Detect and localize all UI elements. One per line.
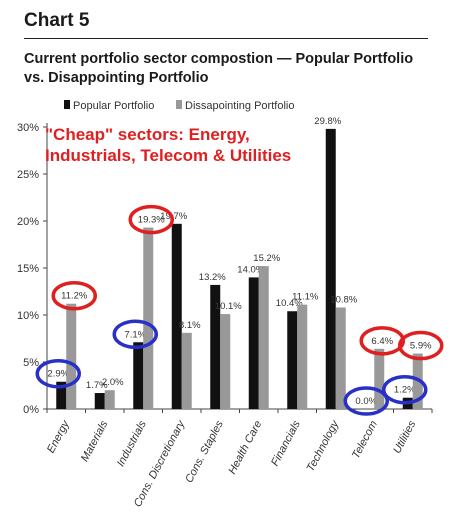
bar (94, 393, 105, 409)
bar-value-label: 10.1% (215, 301, 242, 312)
y-tick-label: 0% (23, 404, 39, 416)
x-category-label: Utilities (391, 418, 418, 455)
bar (171, 223, 182, 409)
bar-value-label: 29.8% (314, 116, 341, 127)
bar-value-label: 10.8% (330, 294, 357, 305)
bar-value-label: 10.4% (276, 298, 303, 309)
cheap-sectors-annotation: "Cheap" sectors: Energy, Industrials, Te… (45, 124, 291, 166)
bar-value-label: 7.1% (124, 329, 146, 340)
bar-value-label: 0.0% (355, 396, 377, 407)
x-category-label: Energy (45, 417, 73, 455)
y-tick-label: 20% (17, 216, 39, 228)
y-tick-label: 5% (23, 357, 39, 369)
x-category-label: Telecom (350, 419, 380, 461)
bar (335, 307, 346, 409)
bar (181, 332, 192, 409)
bar (220, 314, 231, 409)
bar (287, 311, 298, 409)
bar-value-label: 2.0% (102, 377, 124, 388)
highlight-circle-blue (382, 374, 428, 405)
y-tick-label: 25% (17, 169, 39, 181)
bar-value-label: 11.1% (292, 292, 319, 303)
bar (66, 303, 77, 409)
bar-value-label: 11.2% (61, 291, 88, 302)
bar (297, 304, 308, 409)
header-rule (24, 38, 428, 39)
bar-value-label: 19.7% (160, 211, 187, 222)
x-category-label: Financials (269, 418, 303, 468)
bar-value-label: 6.4% (371, 336, 393, 347)
legend-swatch (176, 100, 182, 109)
x-category-label: Health Care (226, 419, 264, 476)
chart-title-line-2: vs. Disappointing Portfolio (24, 70, 209, 86)
x-category-label: Cons. Staples (183, 418, 226, 485)
highlight-circle-blue (343, 386, 389, 416)
bar (56, 381, 67, 409)
highlight-circle-red (128, 204, 174, 235)
bar-value-label: 5.9% (410, 341, 432, 352)
bar-value-label: 14.0% (237, 264, 264, 275)
bar-value-label: 8.1% (179, 320, 201, 331)
annotation-line-2: Industrials, Telecom & Utilities (45, 146, 292, 165)
y-tick-label: 15% (17, 263, 39, 275)
bar-value-label: 1.2% (394, 385, 416, 396)
chart-title-line-1: Current portfolio sector compostion — Po… (24, 51, 414, 67)
bar (133, 342, 144, 409)
legend-label: Dissapointing Portfolio (185, 100, 294, 112)
chart-title: Current portfolio sector compostion — Po… (24, 50, 434, 88)
bar-value-label: 2.9% (47, 369, 69, 380)
highlight-circle-red (51, 280, 97, 311)
y-tick-label: 10% (17, 310, 39, 322)
chart-number: Chart 5 (24, 10, 90, 31)
bar-value-label: 15.2% (253, 253, 280, 264)
bar-value-label: 1.7% (86, 380, 108, 391)
bar-value-label: 19.3% (138, 215, 165, 226)
annotation-line-1: "Cheap" sectors: Energy, (45, 125, 250, 144)
bar (143, 227, 154, 409)
highlight-circle-blue (112, 319, 158, 350)
highlight-circle-red (398, 330, 444, 361)
x-category-label: Technology (305, 417, 343, 473)
bar (248, 277, 259, 409)
legend-label: Popular Portfolio (73, 100, 154, 112)
bar-value-label: 13.2% (199, 272, 226, 283)
bar (210, 284, 221, 409)
highlight-circle-blue (35, 358, 81, 389)
y-tick-label: 30% (17, 122, 39, 134)
x-category-label: Materials (79, 418, 111, 463)
bar (325, 128, 336, 409)
x-category-label: Industrials (115, 418, 149, 468)
bar (374, 348, 385, 409)
bar (258, 266, 269, 409)
bar (104, 390, 115, 409)
legend-swatch (64, 100, 70, 109)
